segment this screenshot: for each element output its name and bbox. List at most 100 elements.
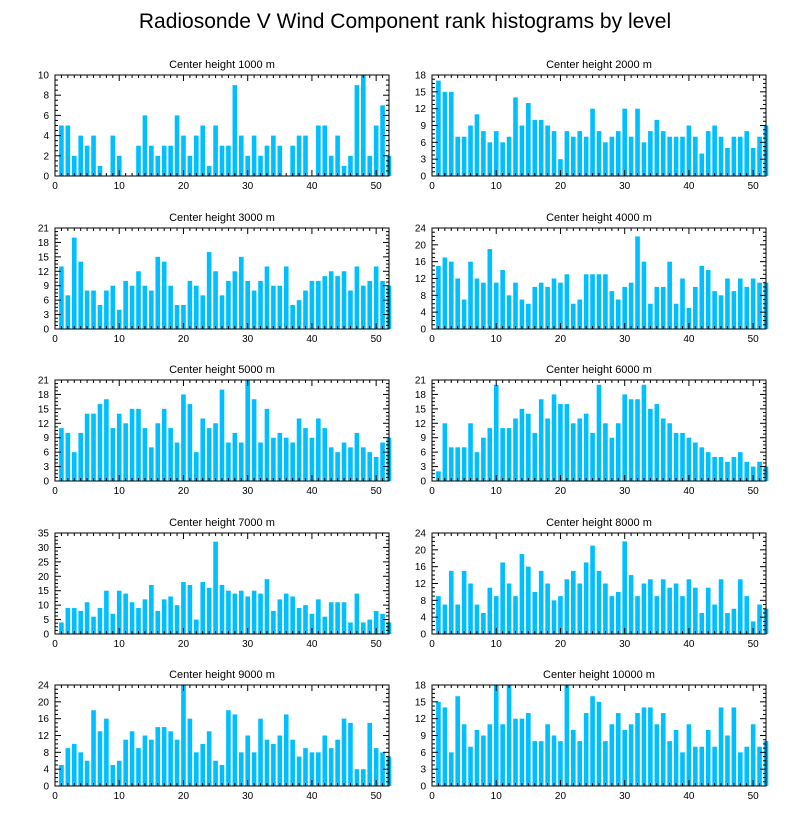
histogram-bar <box>136 408 141 481</box>
histogram-bar <box>296 418 302 481</box>
histogram-bar <box>65 608 71 634</box>
x-tick-label: 0 <box>52 334 58 345</box>
histogram-bar <box>367 619 373 634</box>
histogram-bar <box>78 752 84 786</box>
histogram-bar <box>744 131 750 176</box>
histogram-bar <box>519 299 525 329</box>
histogram-bar <box>609 291 615 329</box>
x-tick-label: 10 <box>114 181 126 192</box>
histogram-bar <box>91 413 96 481</box>
histogram-bar <box>551 735 557 786</box>
histogram-bar <box>226 442 231 481</box>
histogram-bar <box>596 701 602 786</box>
histogram-bar <box>245 380 251 481</box>
histogram-bar <box>65 295 71 329</box>
histogram-bar <box>712 456 717 481</box>
histogram-bar <box>360 769 366 786</box>
histogram-bar <box>200 295 206 329</box>
histogram-bar <box>487 142 493 176</box>
x-tick-label: 40 <box>683 181 695 192</box>
histogram-bar <box>474 278 480 329</box>
histogram-bar <box>461 447 467 481</box>
histogram-bar <box>116 590 122 634</box>
histogram-bar <box>603 423 608 481</box>
histogram-bar <box>744 286 750 329</box>
histogram-bar <box>367 722 373 786</box>
histogram-bar <box>238 590 244 634</box>
histogram-bar <box>448 91 454 176</box>
histogram-bar <box>181 394 186 481</box>
histogram-bar <box>532 286 538 329</box>
x-tick-label: 10 <box>491 486 503 497</box>
x-tick-label: 10 <box>114 791 126 802</box>
histogram-bar <box>705 131 711 176</box>
x-tick-label: 20 <box>555 639 567 650</box>
histogram-bar <box>149 584 154 634</box>
histogram-bar <box>757 746 762 786</box>
x-tick-label: 50 <box>371 791 383 802</box>
histogram-bar <box>354 593 360 634</box>
histogram-bar <box>641 261 647 329</box>
histogram-bar <box>84 602 90 634</box>
x-tick-label: 10 <box>491 181 503 192</box>
histogram-bar <box>474 114 480 176</box>
histogram-bar <box>577 583 583 634</box>
histogram-bar <box>693 746 698 786</box>
histogram-bar <box>487 724 493 786</box>
histogram-bar <box>635 236 640 329</box>
histogram-bar <box>193 752 199 786</box>
x-tick-label: 40 <box>306 181 318 192</box>
histogram-bar <box>97 304 103 329</box>
histogram-bar <box>277 145 283 176</box>
y-tick-label: 0 <box>43 172 49 183</box>
histogram-bar <box>78 610 84 634</box>
histogram-bar <box>232 432 238 481</box>
histogram-bar <box>309 280 315 329</box>
histogram-bar <box>538 570 544 634</box>
histogram-bar <box>603 142 608 176</box>
panel-title: Center height 9000 m <box>169 669 275 681</box>
histogram-bar <box>206 428 212 481</box>
histogram-bar <box>641 583 647 634</box>
histogram-bar <box>455 696 461 786</box>
histogram-bar <box>628 399 634 481</box>
histogram-bar <box>123 593 128 634</box>
histogram-bar <box>493 596 499 634</box>
histogram-bar <box>168 596 173 634</box>
histogram-bar <box>348 155 353 176</box>
histogram-bar <box>296 608 302 634</box>
histogram-bar <box>303 605 308 634</box>
y-tick-label: 24 <box>38 681 50 692</box>
histogram-bar <box>78 432 84 481</box>
histogram-bar <box>737 136 743 176</box>
histogram-bar <box>219 584 225 634</box>
histogram-bar <box>448 447 454 481</box>
y-tick-label: 15 <box>38 404 50 415</box>
y-tick-label: 8 <box>43 91 49 102</box>
histogram-bar <box>78 135 84 176</box>
histogram-bar <box>348 447 353 481</box>
histogram-bar <box>161 145 167 176</box>
y-tick-label: 24 <box>415 529 427 540</box>
y-tick-label: 4 <box>420 613 426 624</box>
histogram-bar <box>206 252 212 329</box>
histogram-bar <box>213 760 218 786</box>
histogram-bar <box>206 731 212 786</box>
histogram-bar <box>271 437 276 481</box>
histogram-bar <box>699 265 705 329</box>
histogram-bar <box>712 125 717 176</box>
histogram-bar <box>648 408 653 481</box>
histogram-bar <box>609 437 615 481</box>
histogram-bar <box>348 622 353 634</box>
histogram-bar <box>258 442 263 481</box>
panel-title: Center height 6000 m <box>546 364 652 376</box>
histogram-bar <box>123 423 128 481</box>
histogram-bar <box>705 729 711 786</box>
histogram-bar <box>142 428 148 481</box>
y-tick-label: 6 <box>420 448 426 459</box>
histogram-bar <box>91 710 96 786</box>
histogram-bar <box>455 136 461 176</box>
histogram-bar <box>360 285 366 329</box>
x-tick-label: 10 <box>491 334 503 345</box>
y-tick-label: 12 <box>38 731 50 742</box>
